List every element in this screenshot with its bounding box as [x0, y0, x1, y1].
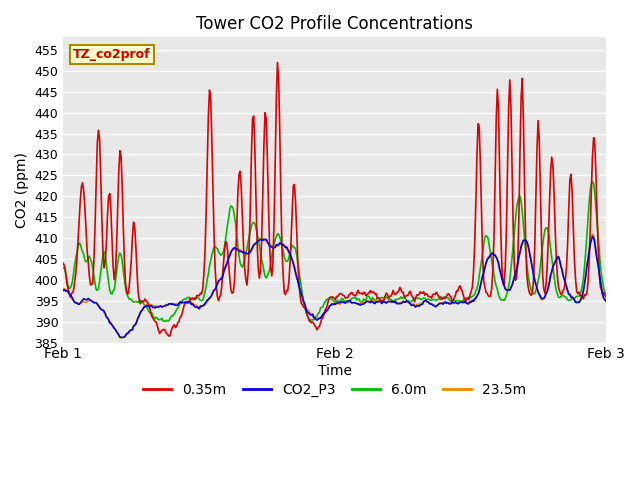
Y-axis label: CO2 (ppm): CO2 (ppm)	[15, 152, 29, 228]
Text: TZ_co2prof: TZ_co2prof	[73, 48, 150, 61]
Title: Tower CO2 Profile Concentrations: Tower CO2 Profile Concentrations	[196, 15, 473, 33]
Legend: 0.35m, CO2_P3, 6.0m, 23.5m: 0.35m, CO2_P3, 6.0m, 23.5m	[138, 378, 532, 403]
X-axis label: Time: Time	[317, 364, 352, 378]
